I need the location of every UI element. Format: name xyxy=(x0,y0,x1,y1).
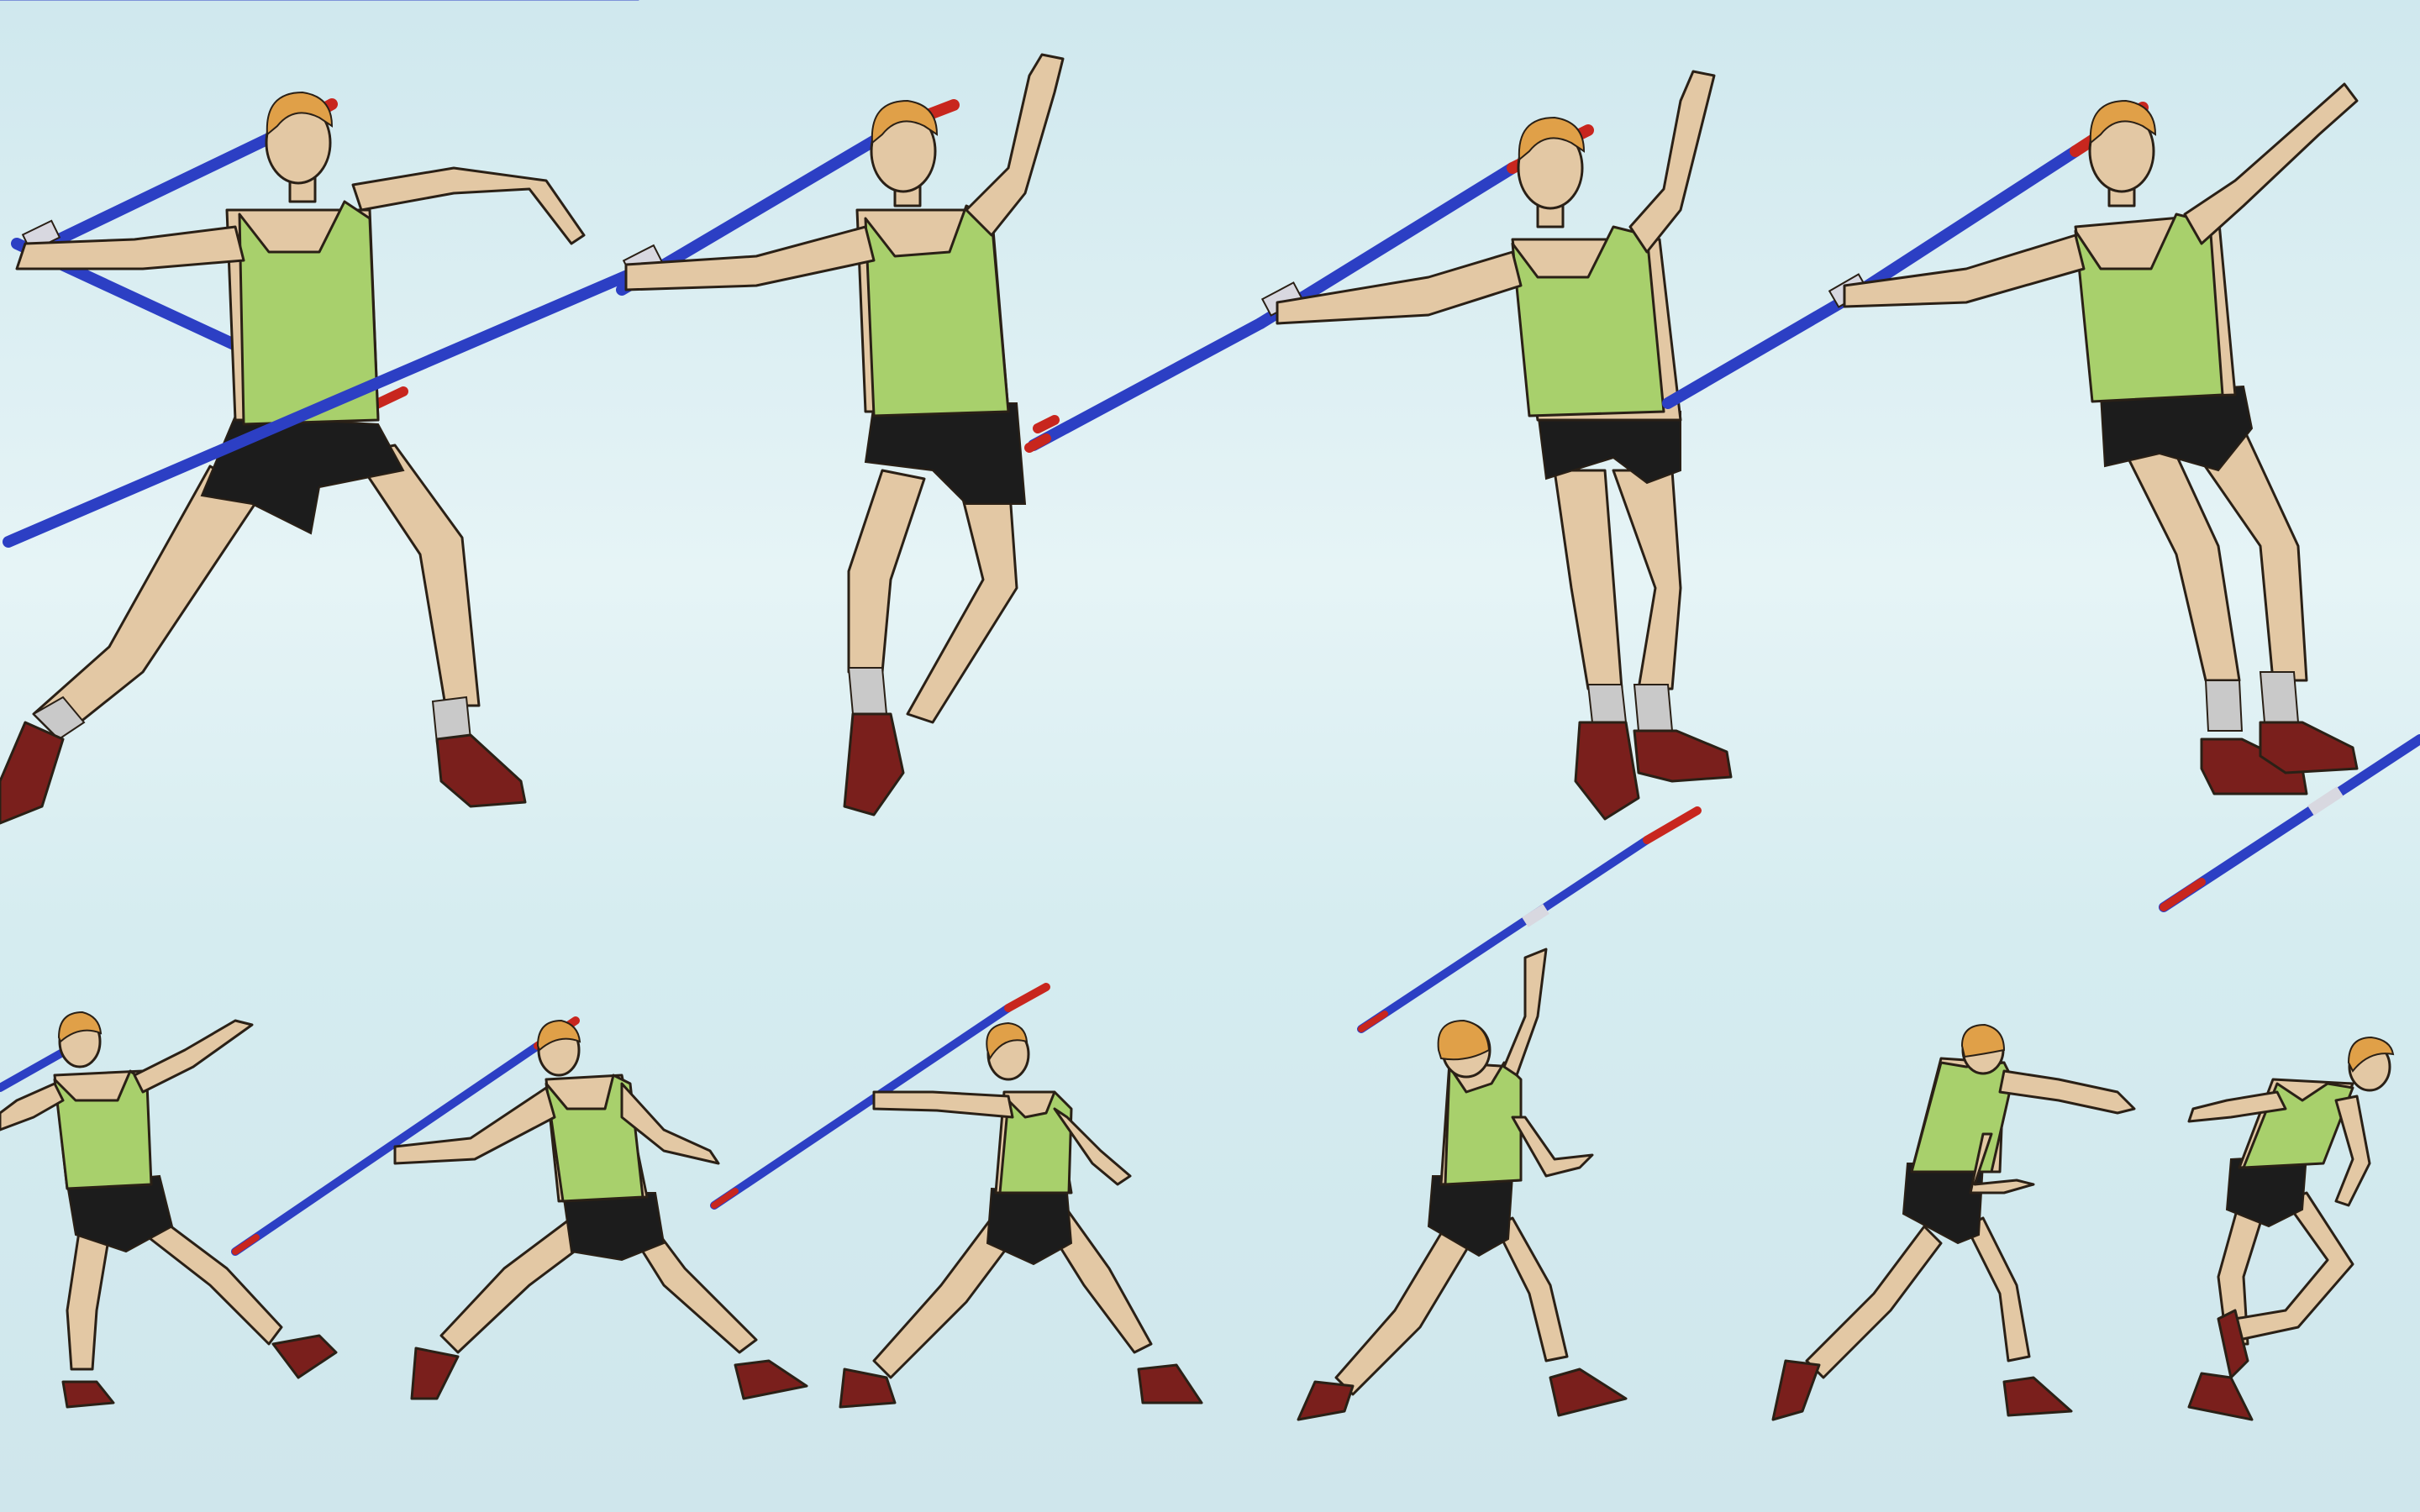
athlete-figure-top-1 xyxy=(0,91,586,825)
javelin xyxy=(231,1016,580,1256)
athlete-figure-top-4 xyxy=(1662,82,2420,912)
javelin xyxy=(1357,806,1702,1033)
athlete-figure-top-3 xyxy=(1024,70,1733,821)
javelin xyxy=(1662,102,2420,912)
athlete-figure-bottom-6 xyxy=(2187,1036,2395,1421)
athlete-figure-bottom-4 xyxy=(1297,806,1702,1421)
athlete-figure-bottom-3 xyxy=(710,983,1203,1409)
athlete-figure-top-2 xyxy=(0,0,1065,816)
athlete-figure-bottom-2 xyxy=(231,1016,808,1400)
athlete-figure-bottom-5 xyxy=(1771,1023,2136,1421)
javelin xyxy=(710,983,1050,1210)
athlete-figure-bottom-1 xyxy=(0,1011,338,1409)
